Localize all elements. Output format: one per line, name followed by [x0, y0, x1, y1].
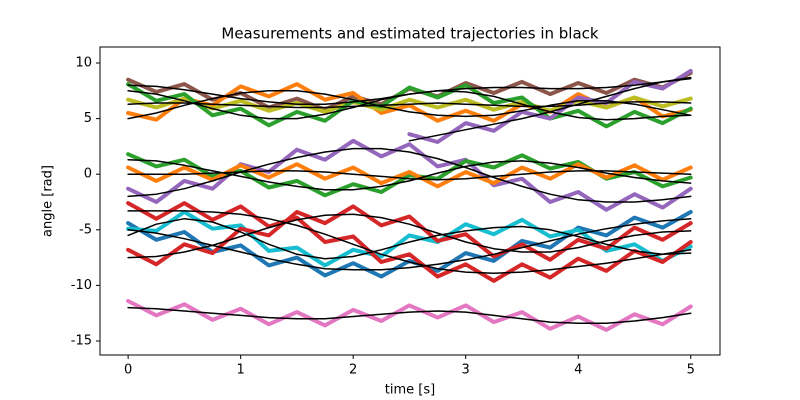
trajectory: [127, 170, 692, 181]
y-tick-label: 0: [84, 167, 92, 182]
trajectory: [127, 147, 692, 203]
trajectory: [408, 76, 692, 142]
trajectory: [127, 306, 692, 324]
y-tick-label: 10: [75, 56, 92, 71]
x-tick-label: 0: [124, 363, 132, 378]
measurement: [126, 82, 693, 129]
chart-title: Measurements and estimated trajectories …: [221, 25, 599, 43]
measurement: [126, 138, 693, 212]
axes-frame: [99, 46, 721, 356]
y-tick-label: -10: [71, 278, 92, 293]
y-axis-label: angle [rad]: [41, 165, 56, 237]
x-tick-label: 4: [574, 363, 582, 378]
measurement: [126, 162, 693, 189]
trajectory: [127, 210, 692, 274]
x-tick-label: 3: [462, 363, 470, 378]
trajectory: [127, 90, 692, 121]
x-tick-label: 1: [237, 363, 245, 378]
trajectory: [127, 213, 692, 259]
trajectory: [127, 101, 692, 109]
y-tick-label: -15: [71, 333, 92, 348]
measurement: [126, 299, 693, 332]
y-tick-label: -5: [79, 222, 92, 237]
trajectory: [127, 217, 692, 260]
measurement: [126, 201, 693, 283]
measurement: [126, 95, 693, 114]
y-tick-label: 5: [84, 111, 92, 126]
x-tick-label: 5: [687, 363, 695, 378]
measurement: [126, 210, 693, 279]
x-tick-label: 2: [349, 363, 357, 378]
trajectory: [127, 217, 692, 271]
x-axis-label: time [s]: [385, 383, 435, 398]
plot-area: [126, 68, 693, 332]
measurement: [126, 204, 693, 267]
trajectory: [127, 90, 692, 120]
